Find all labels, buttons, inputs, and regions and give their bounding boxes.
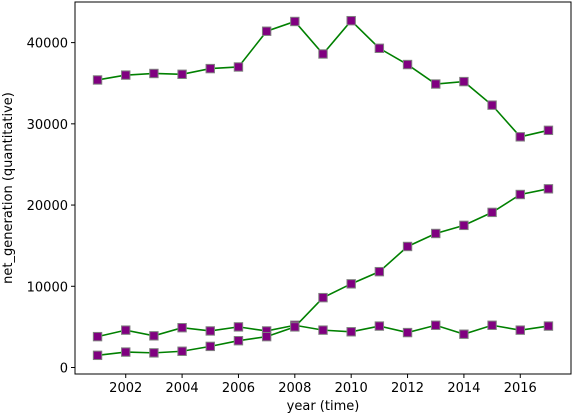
data-point bbox=[318, 49, 328, 59]
data-point bbox=[233, 322, 244, 332]
data-point bbox=[92, 350, 103, 361]
plot-frame bbox=[74, 1, 572, 375]
data-point bbox=[459, 220, 469, 231]
data-point bbox=[374, 266, 385, 277]
x-ticks: 2002 2004 2006 2008 2010 2012 2014 2016 bbox=[109, 374, 537, 396]
y-tick-label: 0 bbox=[60, 362, 68, 377]
data-point bbox=[205, 341, 215, 352]
series-line-1 bbox=[97, 19, 549, 138]
data-point bbox=[543, 125, 554, 136]
y-tick-label: 40000 bbox=[27, 37, 68, 52]
data-point bbox=[487, 100, 497, 110]
data-point bbox=[149, 331, 159, 341]
data-point bbox=[261, 26, 272, 36]
x-tick-label: 2012 bbox=[391, 381, 424, 396]
data-point bbox=[487, 207, 497, 218]
data-point bbox=[261, 331, 272, 342]
data-point bbox=[346, 15, 356, 26]
x-tick-label: 2006 bbox=[222, 381, 255, 396]
data-point bbox=[487, 320, 497, 330]
data-point bbox=[431, 79, 441, 89]
data-point bbox=[402, 59, 413, 70]
data-point bbox=[402, 327, 413, 338]
data-point bbox=[177, 69, 187, 79]
x-tick-label: 2010 bbox=[335, 381, 368, 396]
y-tick-label: 20000 bbox=[27, 199, 68, 214]
x-tick-label: 2008 bbox=[278, 381, 311, 396]
data-point bbox=[149, 68, 159, 79]
y-tick-label: 10000 bbox=[27, 280, 68, 295]
y-tick-label: 30000 bbox=[27, 118, 68, 133]
data-point bbox=[543, 184, 554, 194]
data-point bbox=[121, 347, 131, 357]
x-axis-label: year (time) bbox=[287, 399, 360, 413]
data-point bbox=[543, 321, 554, 331]
data-point bbox=[515, 325, 525, 335]
data-point bbox=[233, 336, 244, 346]
y-ticks: 0 10000 20000 30000 40000 bbox=[27, 37, 75, 377]
data-point bbox=[290, 16, 300, 27]
data-point bbox=[205, 326, 215, 336]
data-point bbox=[346, 279, 356, 289]
data-point bbox=[177, 323, 187, 333]
data-point bbox=[92, 75, 103, 85]
data-point bbox=[92, 331, 103, 342]
data-point bbox=[402, 241, 413, 252]
data-point bbox=[290, 322, 300, 332]
data-point bbox=[374, 43, 385, 53]
y-axis-label: net_generation (quantitative) bbox=[1, 92, 16, 284]
x-tick-label: 2016 bbox=[504, 381, 537, 396]
data-point bbox=[515, 189, 525, 200]
data-point bbox=[431, 320, 441, 330]
data-point bbox=[431, 228, 441, 239]
axes-layer bbox=[74, 1, 572, 375]
data-point bbox=[318, 325, 328, 335]
x-tick-label: 2002 bbox=[109, 381, 142, 396]
data-point bbox=[374, 321, 385, 331]
series-layer bbox=[92, 15, 554, 361]
data-point bbox=[459, 76, 469, 87]
data-point bbox=[205, 63, 215, 74]
data-point bbox=[459, 329, 469, 339]
data-point bbox=[233, 62, 244, 72]
data-point bbox=[515, 132, 525, 142]
data-point bbox=[318, 292, 328, 303]
x-tick-label: 2014 bbox=[447, 381, 480, 396]
data-point bbox=[121, 70, 131, 80]
data-point bbox=[177, 346, 187, 356]
data-point bbox=[121, 325, 131, 335]
x-tick-label: 2004 bbox=[166, 381, 199, 396]
data-point bbox=[346, 327, 356, 337]
data-point bbox=[149, 348, 159, 358]
